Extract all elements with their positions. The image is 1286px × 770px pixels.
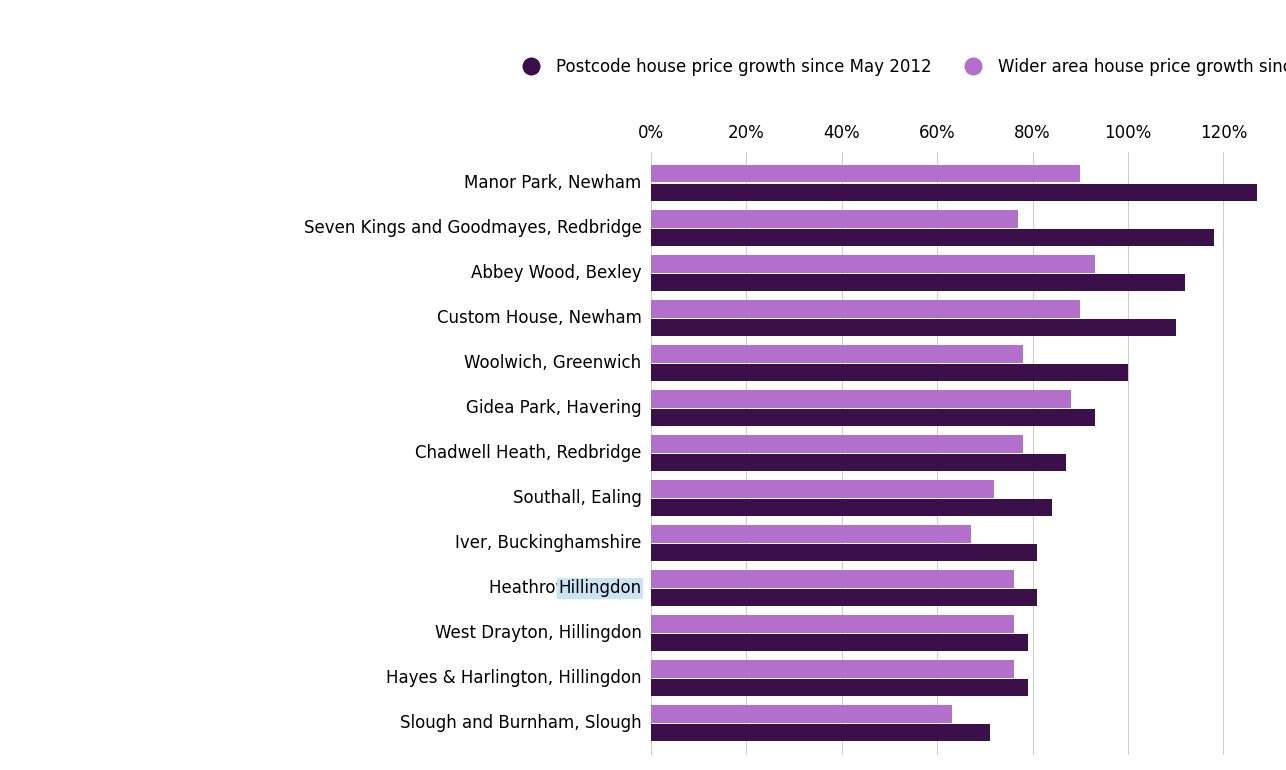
Text: Seven Kings and Goodmayes, Redbridge: Seven Kings and Goodmayes, Redbridge	[303, 219, 642, 237]
Bar	[651, 705, 952, 722]
Bar	[651, 634, 1028, 651]
Bar	[651, 525, 971, 543]
Bar	[651, 679, 1028, 697]
Bar	[651, 661, 1013, 678]
Text: Manor Park, Newham: Manor Park, Newham	[464, 174, 642, 192]
Bar	[651, 589, 1038, 607]
Text: Slough and Burnham, Slough: Slough and Burnham, Slough	[400, 715, 642, 732]
Text: Gidea Park, Havering: Gidea Park, Havering	[466, 400, 642, 417]
Bar	[651, 300, 1080, 317]
Text: Custom House, Newham: Custom House, Newham	[437, 310, 642, 327]
Legend: Postcode house price growth since May 2012, Wider area house price growth since : Postcode house price growth since May 20…	[508, 52, 1286, 83]
Bar	[651, 725, 990, 742]
Text: Abbey Wood, Bexley: Abbey Wood, Bexley	[471, 264, 642, 283]
Text: Chadwell Heath, Redbridge: Chadwell Heath, Redbridge	[415, 444, 642, 463]
Text: West Drayton, Hillingdon: West Drayton, Hillingdon	[435, 624, 642, 642]
Bar	[651, 256, 1094, 273]
Bar	[651, 500, 1052, 517]
Bar	[651, 184, 1256, 202]
Bar	[651, 544, 1038, 561]
Bar	[651, 436, 1024, 453]
Bar	[651, 480, 994, 497]
Bar	[651, 346, 1024, 363]
Bar	[651, 390, 1071, 407]
Text: Iver, Buckinghamshire: Iver, Buckinghamshire	[455, 534, 642, 552]
Bar	[651, 571, 1013, 588]
Text: Hayes & Harlington, Hillingdon: Hayes & Harlington, Hillingdon	[386, 669, 642, 688]
Text: Southall, Ealing: Southall, Ealing	[513, 490, 642, 507]
Bar	[651, 166, 1080, 182]
Bar	[651, 210, 1019, 227]
Bar	[651, 615, 1013, 633]
Bar	[651, 410, 1094, 427]
Bar	[651, 454, 1066, 471]
Bar	[651, 320, 1175, 336]
Bar	[651, 229, 1214, 246]
Text: Hillingdon: Hillingdon	[558, 580, 642, 598]
Bar	[651, 274, 1186, 291]
Text: Woolwich, Greenwich: Woolwich, Greenwich	[464, 354, 642, 373]
Text: Heathrow Airport,: Heathrow Airport,	[489, 580, 642, 598]
Bar	[651, 364, 1128, 381]
